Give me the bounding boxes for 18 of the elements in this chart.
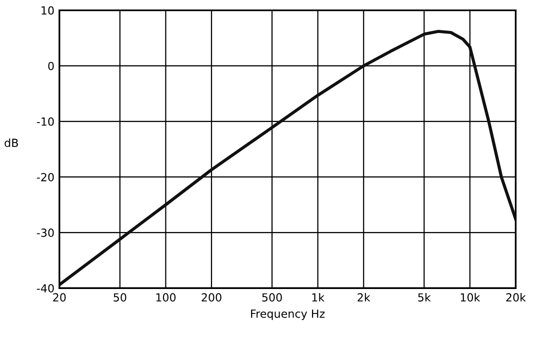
x-tick-label: 10k	[460, 292, 480, 302]
y-tick-label: 0	[48, 62, 54, 70]
y-tick-label: -30	[36, 228, 54, 237]
y-tick-label: 10	[42, 6, 54, 15]
y-tick-label: -40	[36, 284, 54, 292]
x-tick-label: 2k	[358, 292, 370, 302]
x-tick-label: 20k	[506, 292, 526, 302]
y-tick-label: -20	[36, 172, 54, 182]
x-tick-label: 50	[114, 293, 126, 302]
x-tick-label: 20	[53, 293, 66, 302]
x-axis-title: Frequency Hz	[251, 310, 325, 320]
y-axis-title: dB	[4, 138, 18, 148]
x-tick-label: 100	[156, 293, 176, 302]
y-tick-label: -10	[36, 117, 54, 126]
x-tick-label: 200	[202, 293, 222, 302]
x-tick-label: 500	[262, 293, 282, 302]
x-tick-label: 1k	[312, 292, 325, 302]
x-tick-label: 5k	[418, 292, 431, 302]
